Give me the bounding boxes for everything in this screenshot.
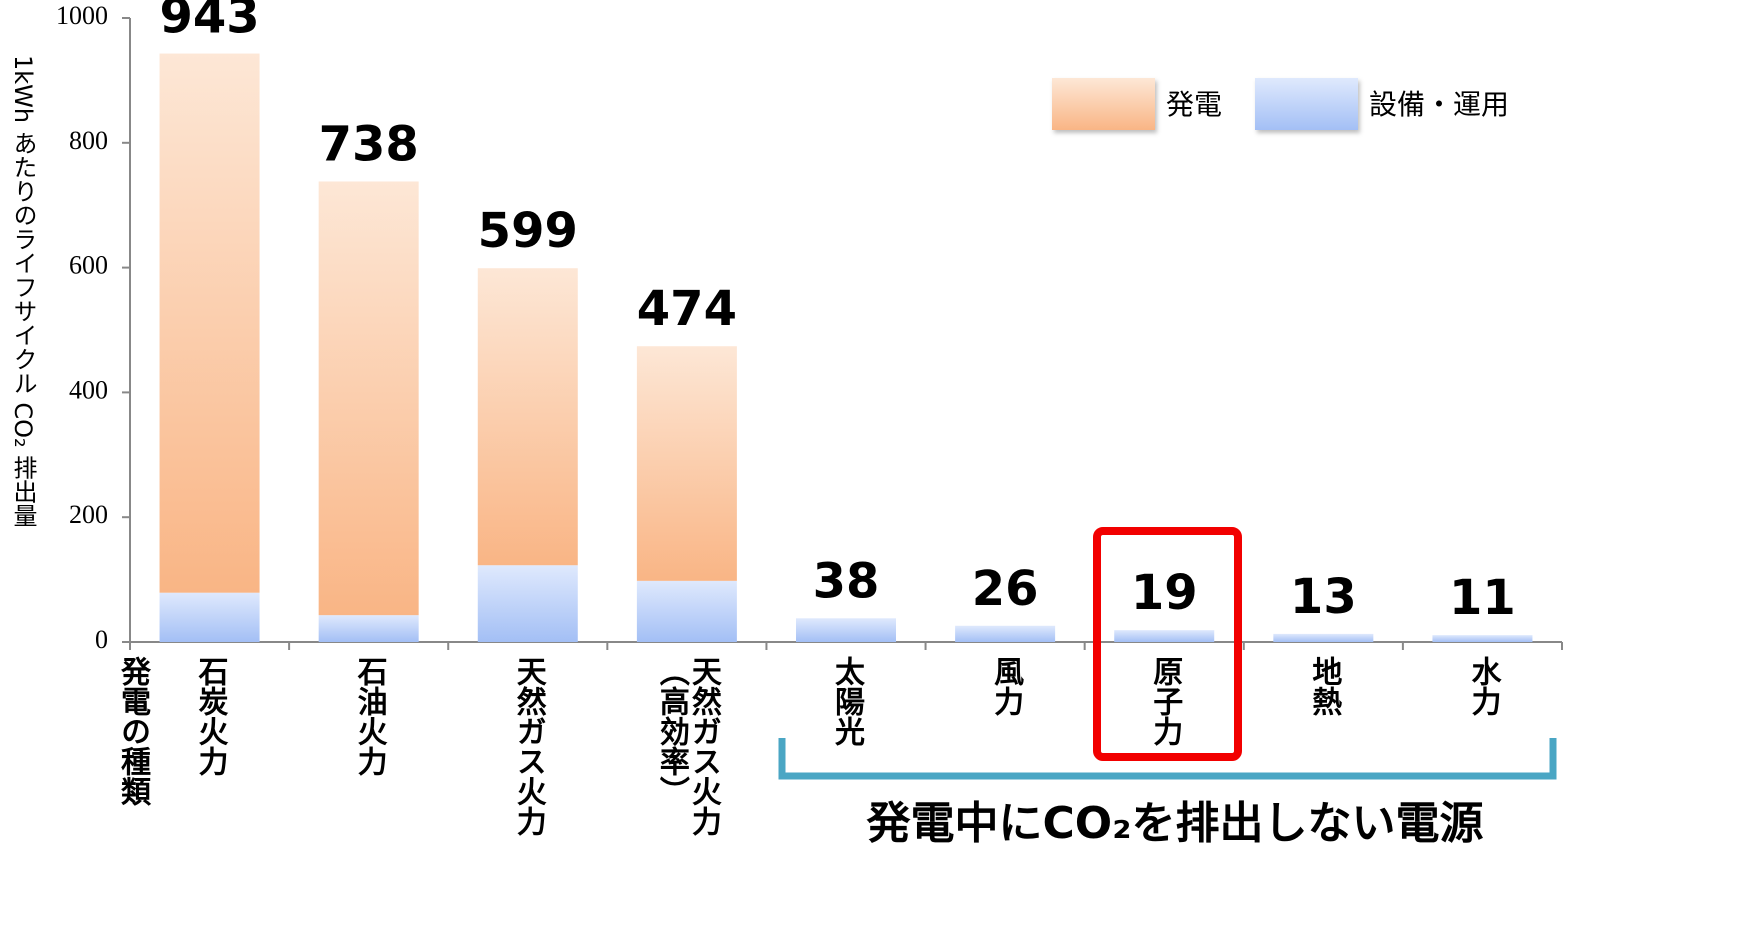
legend-label: 設備・運用 bbox=[1369, 88, 1509, 121]
total-label: 13 bbox=[1290, 569, 1357, 625]
bar-segment bbox=[318, 181, 419, 616]
bar-segment bbox=[477, 268, 578, 566]
x-tick-label: 天然ガス火力 bbox=[510, 656, 546, 836]
total-label: 738 bbox=[319, 116, 419, 172]
highlight-box bbox=[1093, 527, 1242, 761]
bracket bbox=[778, 738, 1557, 780]
legend-swatch bbox=[1052, 78, 1155, 130]
total-label: 38 bbox=[813, 553, 880, 609]
bar-segment bbox=[636, 580, 737, 642]
x-tick-label: 石炭火力 bbox=[192, 656, 228, 776]
total-label: 26 bbox=[972, 561, 1039, 617]
bar-segment bbox=[796, 618, 896, 642]
x-tick-label: 地熱 bbox=[1306, 656, 1342, 716]
y-axis-label: 1kWh あたりのライフサイクル CO₂ 排出量 bbox=[9, 55, 37, 528]
y-tick-label: 800 bbox=[69, 126, 108, 155]
y-tick-label: 1000 bbox=[56, 1, 108, 30]
bar-segment bbox=[159, 592, 260, 642]
y-tick-label: 200 bbox=[69, 500, 108, 529]
x-tick-label: 原子力 bbox=[1147, 656, 1183, 746]
x-tick-label: 天然ガス火力（高効率） bbox=[653, 656, 721, 836]
total-label: 19 bbox=[1131, 565, 1198, 621]
y-tick-label: 400 bbox=[69, 375, 108, 404]
legend-swatch bbox=[1255, 78, 1358, 130]
legend-label: 発電 bbox=[1166, 88, 1222, 121]
annotation: 発電中にCO₂を排出しない電源 bbox=[866, 798, 1484, 849]
total-label: 943 bbox=[159, 0, 259, 45]
x-tick-label: 風力 bbox=[988, 656, 1024, 716]
bar-segment bbox=[636, 346, 737, 581]
bar-segment bbox=[318, 615, 419, 642]
total-label: 599 bbox=[478, 203, 578, 259]
y-tick-label: 600 bbox=[69, 251, 108, 280]
total-label: 474 bbox=[637, 281, 737, 337]
x-tick-label: 太陽光 bbox=[829, 656, 864, 746]
bar-segment bbox=[477, 565, 578, 642]
total-label: 11 bbox=[1449, 570, 1516, 626]
bar-segment bbox=[159, 53, 260, 593]
bar-segment bbox=[1114, 630, 1215, 642]
x-tick-label: 水力 bbox=[1465, 656, 1501, 716]
bar-segment bbox=[1273, 633, 1374, 642]
bar-segment bbox=[955, 625, 1056, 642]
x-axis-label: 発電の種類 bbox=[115, 656, 150, 806]
x-tick-label: 石油火力 bbox=[351, 656, 387, 776]
bar-segment bbox=[1432, 635, 1533, 642]
y-tick-label: 0 bbox=[95, 625, 108, 654]
